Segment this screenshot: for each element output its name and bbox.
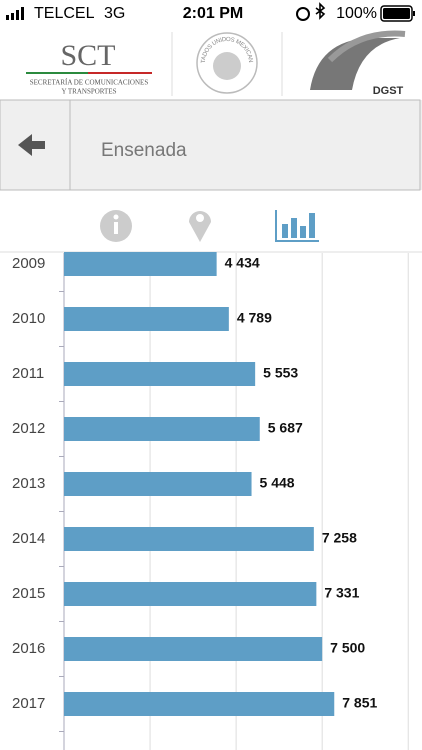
seal-eagle [213,52,241,80]
signal [6,7,24,20]
sct-logo: SCT [60,39,115,72]
y-tick-label: 2011 [12,365,44,382]
value-label: 5 553 [263,365,298,381]
bar [64,417,260,441]
dgst-road [310,38,400,90]
value-label: 7 851 [342,695,377,711]
y-tick-label: 2009 [12,255,45,272]
bar [64,582,317,606]
chart-tab[interactable] [275,210,319,242]
back-arrow [18,134,45,156]
bar [64,252,217,276]
carrier: TELCEL [34,5,95,22]
battery-tip [413,11,415,16]
value-label: 5 687 [268,420,303,436]
flag-red [88,72,152,74]
value-label: 7 500 [330,640,365,656]
y-tick-label: 2014 [12,530,45,547]
sct-subtitle: SECRETARÍA DE COMUNICACIONES [30,79,149,87]
pin-hole [196,214,204,222]
battery-icon [380,5,413,22]
battery-text: 100% [336,5,377,22]
y-tick-label: 2015 [12,585,45,602]
pin-icon [189,211,211,242]
seal [196,32,258,94]
y-tick-label: 2013 [12,475,45,492]
y-tick-label: 2017 [12,695,45,712]
bar [64,362,256,386]
nav-title: Ensenada [101,140,187,161]
value-label: 4 789 [237,310,272,326]
bar [64,307,229,331]
y-tick-label: 2016 [12,640,45,657]
dgst-label: DGST [373,85,404,97]
bar [64,692,335,716]
y-tick-label: 2010 [12,310,45,327]
dgst-arc [327,30,406,63]
value-label: 5 448 [260,475,295,491]
sct-subtitle: Y TRANSPORTES [61,88,116,96]
bluetooth-icon [315,2,326,20]
y-tick-label: 2012 [12,420,45,437]
network: 3G [104,5,125,22]
info-tab[interactable] [100,210,132,242]
time: 2:01 PM [183,5,243,22]
battery-level [383,8,410,19]
value-label: 4 434 [225,255,260,271]
title-box [69,99,421,191]
bar [64,472,252,496]
map-tab[interactable] [189,211,211,242]
info-dot [113,214,119,220]
flag-green [26,72,88,74]
alarm-icon [296,7,310,21]
bar [64,637,323,661]
bar [64,527,314,551]
value-label: 7 331 [324,585,359,601]
chart: 2009 4 434 2010 4 789 2011 5 553 2012 5 687 2013… [12,252,409,750]
info-i [114,222,118,234]
value-label: 7 258 [322,530,357,546]
